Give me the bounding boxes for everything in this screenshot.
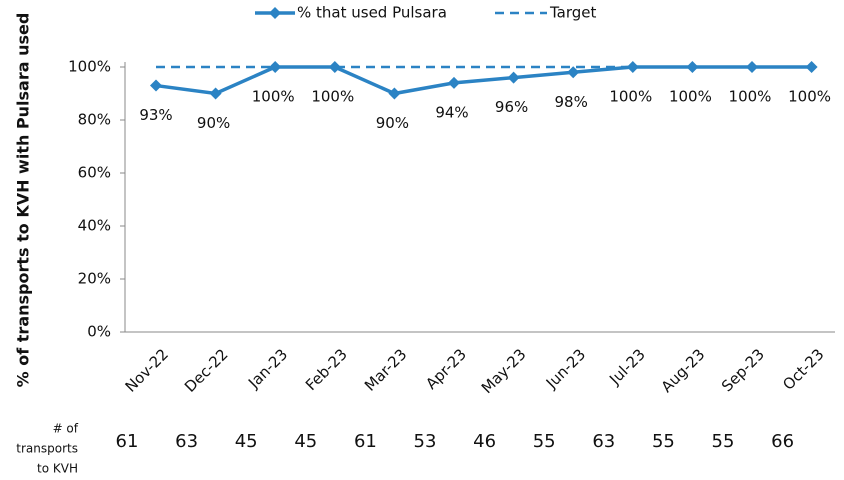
table-row-label: to KVH bbox=[37, 462, 78, 476]
y-tick-label: 80% bbox=[78, 111, 111, 129]
point bbox=[328, 61, 341, 73]
table-cell: 55 bbox=[712, 431, 735, 452]
table-cell: 45 bbox=[294, 431, 317, 452]
table-cell: 45 bbox=[235, 431, 258, 452]
data-label: 90% bbox=[376, 114, 409, 132]
y-tick-label: 60% bbox=[78, 164, 111, 182]
y-tick-label: 0% bbox=[87, 323, 111, 341]
x-tick-label: Mar-23 bbox=[361, 345, 410, 394]
data-label: 96% bbox=[495, 98, 528, 116]
data-label: 100% bbox=[729, 88, 772, 106]
point bbox=[686, 61, 699, 73]
x-tick-label: Oct-23 bbox=[779, 345, 827, 393]
y-axis-title: % of transports to KVH with Pulsara used bbox=[14, 13, 33, 388]
data-label: 98% bbox=[555, 93, 588, 111]
data-label: 94% bbox=[435, 103, 468, 121]
table-cell: 46 bbox=[473, 431, 496, 452]
y-tick-label: 20% bbox=[78, 270, 111, 288]
x-tick-label: Aug-23 bbox=[658, 345, 709, 396]
data-label: 100% bbox=[788, 88, 831, 106]
point bbox=[150, 79, 162, 92]
x-tick-label: Nov-22 bbox=[122, 345, 172, 395]
point bbox=[209, 87, 222, 100]
point bbox=[626, 61, 639, 73]
point bbox=[805, 61, 818, 73]
table-row-label: transports bbox=[16, 442, 78, 456]
y-tick-label: 100% bbox=[68, 58, 111, 76]
x-tick-label: Feb-23 bbox=[302, 345, 351, 394]
data-label: 100% bbox=[669, 88, 712, 106]
point bbox=[448, 76, 460, 89]
table-cell: 66 bbox=[771, 431, 794, 452]
point bbox=[567, 66, 580, 79]
x-tick-label: Apr-23 bbox=[422, 345, 470, 393]
data-label: 100% bbox=[252, 88, 295, 106]
legend-label: Target bbox=[549, 4, 597, 22]
table-cell: 63 bbox=[592, 431, 615, 452]
point bbox=[388, 87, 401, 100]
table-cell: 55 bbox=[652, 431, 675, 452]
x-tick-label: Jul-23 bbox=[605, 345, 649, 389]
data-label: 93% bbox=[139, 106, 172, 124]
table-cell: 53 bbox=[414, 431, 437, 452]
x-tick-label: May-23 bbox=[478, 345, 530, 397]
data-label: 100% bbox=[609, 88, 652, 106]
legend-label: % that used Pulsara bbox=[297, 4, 447, 22]
x-tick-label: Jun-23 bbox=[542, 345, 589, 392]
x-tick-label: Jan-23 bbox=[244, 345, 291, 392]
y-tick-label: 40% bbox=[78, 217, 111, 235]
table-cell: 55 bbox=[533, 431, 556, 452]
data-label: 90% bbox=[197, 114, 230, 132]
x-tick-label: Dec-22 bbox=[181, 345, 232, 396]
legend-marker bbox=[269, 7, 281, 19]
table-cell: 63 bbox=[175, 431, 198, 452]
point bbox=[507, 71, 520, 84]
x-tick-label: Sep-23 bbox=[718, 345, 768, 395]
point bbox=[269, 61, 282, 73]
table-row-label: # of bbox=[53, 422, 79, 436]
point bbox=[746, 61, 758, 73]
data-label: 100% bbox=[311, 88, 354, 106]
table-cell: 61 bbox=[354, 431, 377, 452]
table-cell: 61 bbox=[116, 431, 139, 452]
